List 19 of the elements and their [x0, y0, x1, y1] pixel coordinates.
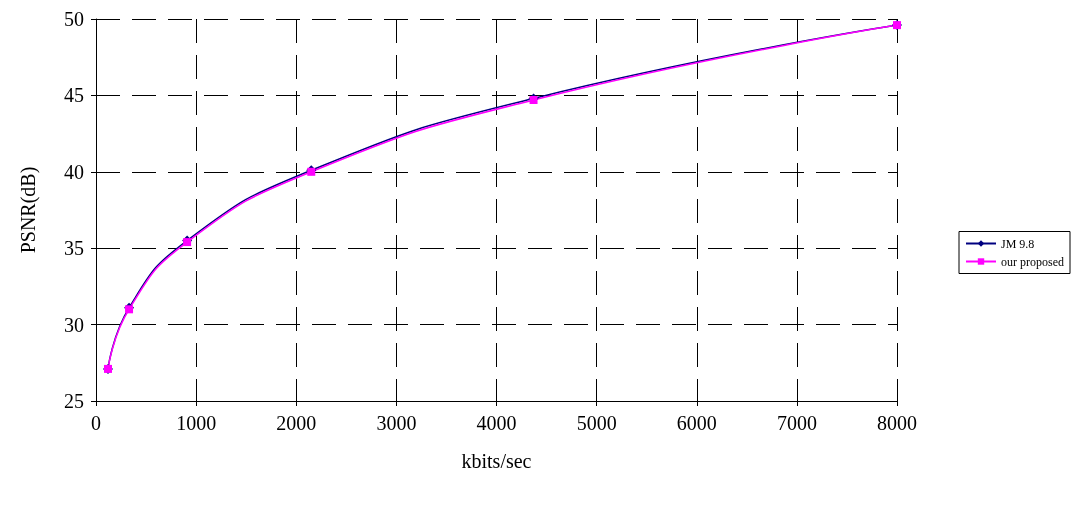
y-tick-label: 50 [64, 8, 84, 30]
y-tick-label: 45 [64, 84, 84, 107]
x-tick-label: 1000 [176, 412, 217, 434]
legend-label: our proposed [1001, 254, 1065, 269]
x-tick-label: 5000 [576, 412, 617, 434]
x-tick-label: 2000 [276, 412, 317, 434]
y-tick-label: 25 [64, 390, 84, 412]
x-axis-title: kbits/sec [461, 450, 532, 472]
y-tick-label: 30 [64, 313, 84, 336]
x-tick-label: 0 [91, 412, 101, 434]
x-tick-label: 7000 [776, 412, 817, 434]
legend-label: JM 9.8 [1001, 236, 1035, 251]
x-tick-label: 3000 [376, 412, 417, 434]
y-tick-label: 35 [64, 237, 84, 260]
x-tick-label: 8000 [877, 412, 917, 434]
x-tick-label: 4000 [476, 412, 517, 434]
y-axis-title: PSNR(dB) [17, 166, 40, 254]
y-tick-label: 40 [64, 160, 84, 183]
x-tick-label: 6000 [676, 412, 717, 434]
